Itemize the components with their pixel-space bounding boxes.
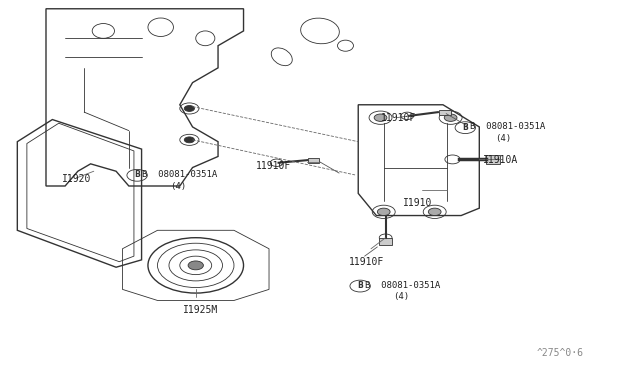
FancyBboxPatch shape	[486, 155, 500, 164]
Circle shape	[184, 137, 195, 143]
Text: B: B	[134, 170, 140, 179]
Text: (4): (4)	[495, 134, 511, 142]
Text: B  08081-0351A: B 08081-0351A	[470, 122, 545, 131]
Text: (4): (4)	[170, 182, 186, 190]
Circle shape	[184, 106, 195, 112]
Text: B  08081-0351A: B 08081-0351A	[365, 281, 440, 290]
Text: I1925M: I1925M	[183, 305, 218, 315]
Text: I1910: I1910	[403, 198, 432, 208]
Circle shape	[428, 208, 441, 215]
Text: B  08081-0351A: B 08081-0351A	[141, 170, 217, 179]
Text: 11910F: 11910F	[349, 257, 384, 267]
Circle shape	[444, 114, 457, 121]
FancyBboxPatch shape	[308, 158, 319, 163]
Text: (4): (4)	[394, 292, 410, 301]
Text: B: B	[463, 123, 468, 132]
Circle shape	[374, 114, 387, 121]
Circle shape	[188, 261, 204, 270]
Circle shape	[378, 208, 390, 215]
Polygon shape	[358, 105, 479, 215]
Text: 11910F: 11910F	[256, 161, 292, 171]
Text: I1920: I1920	[62, 174, 92, 184]
FancyBboxPatch shape	[380, 238, 392, 245]
Text: ^275^0·6: ^275^0·6	[537, 348, 584, 358]
Text: 11910F: 11910F	[381, 113, 416, 123]
Polygon shape	[122, 230, 269, 301]
Text: B: B	[357, 281, 363, 290]
Polygon shape	[46, 9, 244, 186]
Text: I1910A: I1910A	[483, 155, 518, 165]
FancyBboxPatch shape	[438, 110, 451, 115]
